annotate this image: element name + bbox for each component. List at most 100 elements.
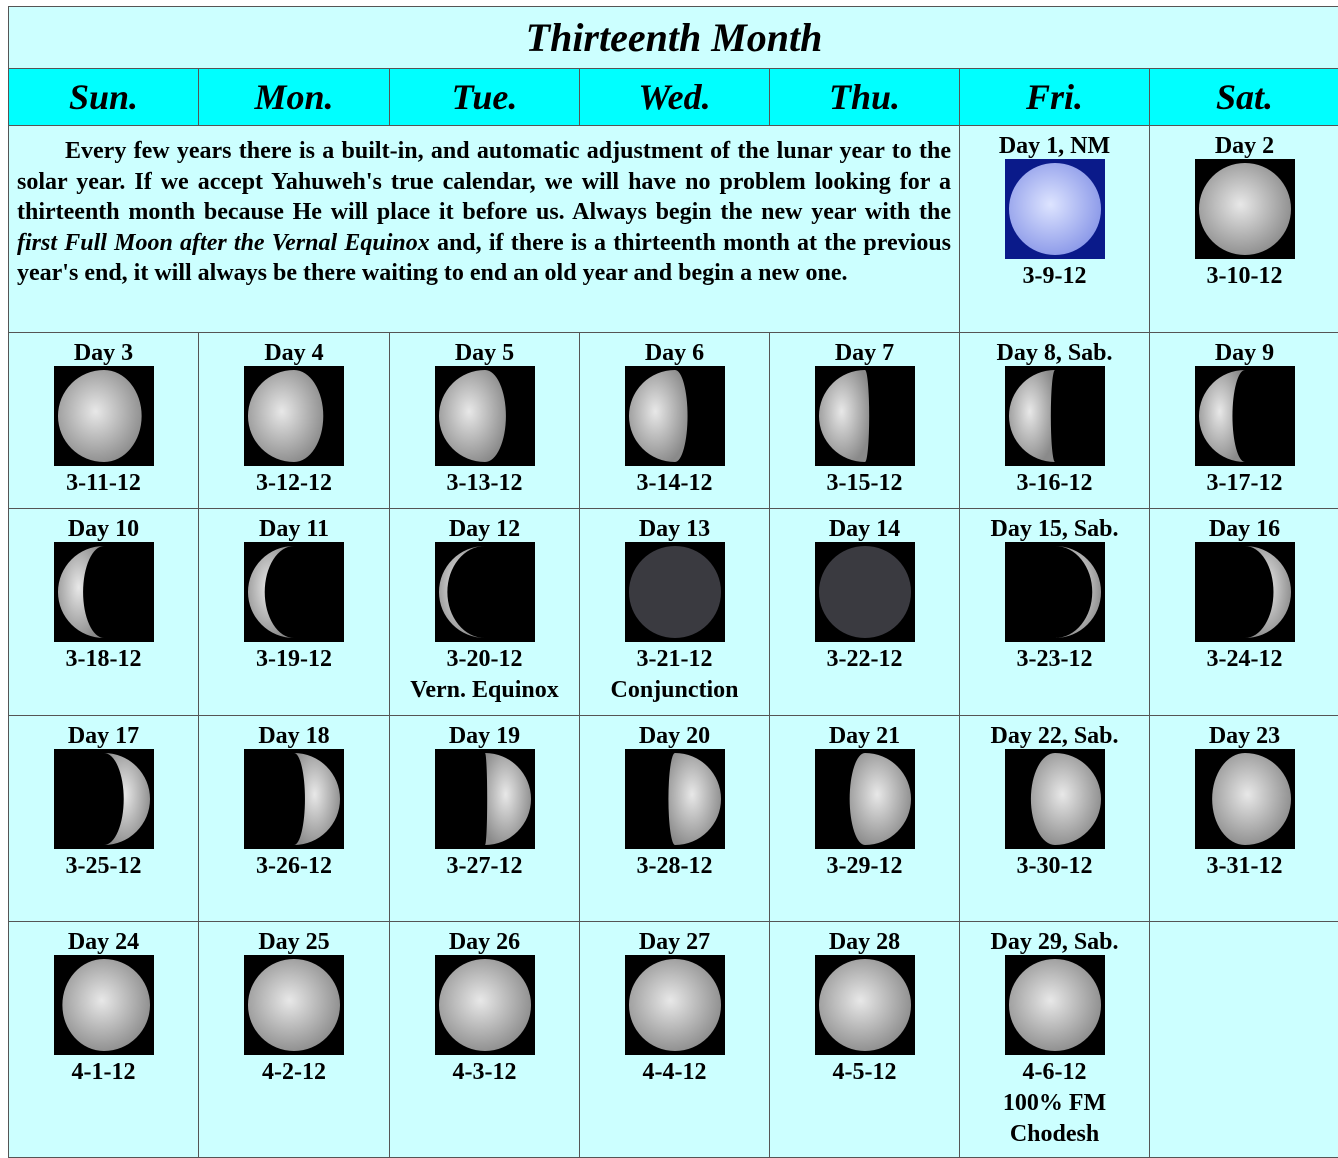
empty-cell — [1148, 921, 1338, 1158]
day-cell: Day 16 3-24-12 — [1148, 508, 1338, 716]
weekday: Tue. — [389, 68, 580, 126]
date: 3-13-12 — [446, 470, 523, 496]
day-cell: Day 1, NM 3-9-12 — [959, 125, 1150, 333]
day-cell: Day 25 4-2-12 — [198, 921, 390, 1158]
date: 3-31-12 — [1206, 853, 1283, 879]
day-label: Day 21 — [828, 723, 901, 749]
date: 3-27-12 — [446, 853, 523, 879]
day-cell: Day 27 4-4-12 — [579, 921, 770, 1158]
day-cell: Day 13 3-21-12 Conjunction — [579, 508, 770, 716]
moon-image — [244, 542, 344, 642]
moon-disc — [248, 959, 340, 1051]
moon-image — [244, 955, 344, 1055]
moon-lit — [667, 753, 721, 845]
date: 4-1-12 — [71, 1059, 136, 1085]
date: 3-10-12 — [1206, 263, 1283, 289]
date: 3-23-12 — [1016, 646, 1093, 672]
moon-lit — [438, 546, 485, 638]
date: 3-21-12 — [636, 646, 713, 672]
note: Vern. Equinox — [410, 677, 559, 703]
day-label: Day 24 — [67, 929, 140, 955]
moon-image — [434, 955, 535, 1055]
day-label: Day 5 — [454, 340, 515, 366]
weekday: Sat. — [1148, 68, 1338, 126]
day-cell: Day 14 3-22-12 — [769, 508, 960, 716]
date: 3-12-12 — [256, 470, 332, 496]
day-label: Day 19 — [448, 723, 521, 749]
intro-part: Every few years there is a built-in, and… — [17, 138, 951, 225]
moon-disc — [818, 546, 911, 638]
date: 3-26-12 — [256, 853, 332, 879]
intro-part: first Full Moon after the Vernal Equinox — [17, 229, 430, 256]
moon-lit — [1198, 370, 1245, 462]
date: 3-16-12 — [1016, 470, 1093, 496]
weekday: Sun. — [8, 68, 199, 126]
moon-disc — [1008, 163, 1101, 255]
moon-bg — [434, 542, 535, 642]
day-label: Day 25 — [258, 929, 330, 955]
moon-lit — [484, 753, 531, 845]
day-label: Day 17 — [67, 723, 140, 749]
weekday: Thu. — [769, 68, 960, 126]
moon-lit — [1030, 753, 1101, 845]
day-label: Day 9 — [1214, 340, 1275, 366]
day-label: Day 18 — [258, 723, 330, 749]
day-cell: Day 12 3-20-12 Vern. Equinox — [389, 508, 580, 716]
day-cell: Day 6 3-14-12 — [579, 332, 770, 509]
day-cell: Day 8, Sab. 3-16-12 — [959, 332, 1150, 509]
moon-lit — [1244, 546, 1291, 638]
moon-lit — [1054, 546, 1101, 638]
moon-image — [434, 542, 535, 642]
day-cell: Day 26 4-3-12 — [389, 921, 580, 1158]
day-label: Day 14 — [828, 516, 901, 542]
day-label: Day 15, Sab. — [990, 516, 1119, 542]
moon-image — [1194, 749, 1295, 849]
day-label: Day 8, Sab. — [996, 340, 1113, 366]
note: Conjunction — [610, 677, 739, 703]
calendar: Thirteenth Month Sun. Mon. Tue. Wed. Thu. Fri… — [7, 6, 1338, 1158]
date: 3-9-12 — [1022, 263, 1087, 289]
moon-image — [1194, 159, 1295, 259]
day-cell: Day 24 4-1-12 — [8, 921, 199, 1158]
day-cell: Day 19 3-27-12 — [389, 715, 580, 922]
moon-image — [53, 542, 154, 642]
date: 3-29-12 — [826, 853, 903, 879]
day-label: Day 29, Sab. — [990, 929, 1119, 955]
moon-bg — [1004, 542, 1105, 642]
moon-image — [814, 749, 915, 849]
week-row: Every few years there is a built-in, and… — [8, 125, 1338, 333]
date: 3-18-12 — [65, 646, 142, 672]
date: 4-3-12 — [452, 1059, 517, 1085]
date: 3-22-12 — [826, 646, 903, 672]
week-row: Day 24 4-1-12 Day 25 4-2-12 Day 26 4-3-12 Day … — [8, 921, 1338, 1158]
moon-image — [53, 366, 154, 466]
moon-lit — [248, 370, 324, 462]
moon-image — [814, 366, 915, 466]
moon-image — [624, 542, 725, 642]
day-cell: Day 5 3-13-12 — [389, 332, 580, 509]
day-label: Day 10 — [67, 516, 140, 542]
moon-image — [1194, 542, 1295, 642]
date: 3-14-12 — [636, 470, 713, 496]
moon-disc — [628, 959, 721, 1051]
moon-disc — [818, 959, 911, 1051]
moon-lit — [438, 370, 506, 462]
moon-lit — [57, 370, 142, 462]
moon-disc — [1008, 959, 1101, 1051]
day-cell: Day 22, Sab. 3-30-12 — [959, 715, 1150, 922]
day-cell: Day 9 3-17-12 — [1148, 332, 1338, 509]
moon-disc — [438, 959, 531, 1051]
moon-lit — [61, 959, 150, 1051]
day-label: Day 2 — [1214, 133, 1275, 159]
moon-image — [244, 366, 344, 466]
weekday: Fri. — [959, 68, 1150, 126]
day-label: Day 26 — [448, 929, 521, 955]
date: 4-6-12 — [1022, 1059, 1087, 1085]
note: Chodesh — [1009, 1121, 1100, 1147]
moon-image — [1194, 366, 1295, 466]
moon-image — [1004, 749, 1105, 849]
moon-disc — [628, 546, 721, 638]
day-label: Day 23 — [1208, 723, 1281, 749]
note: 100% FM — [1002, 1090, 1107, 1116]
